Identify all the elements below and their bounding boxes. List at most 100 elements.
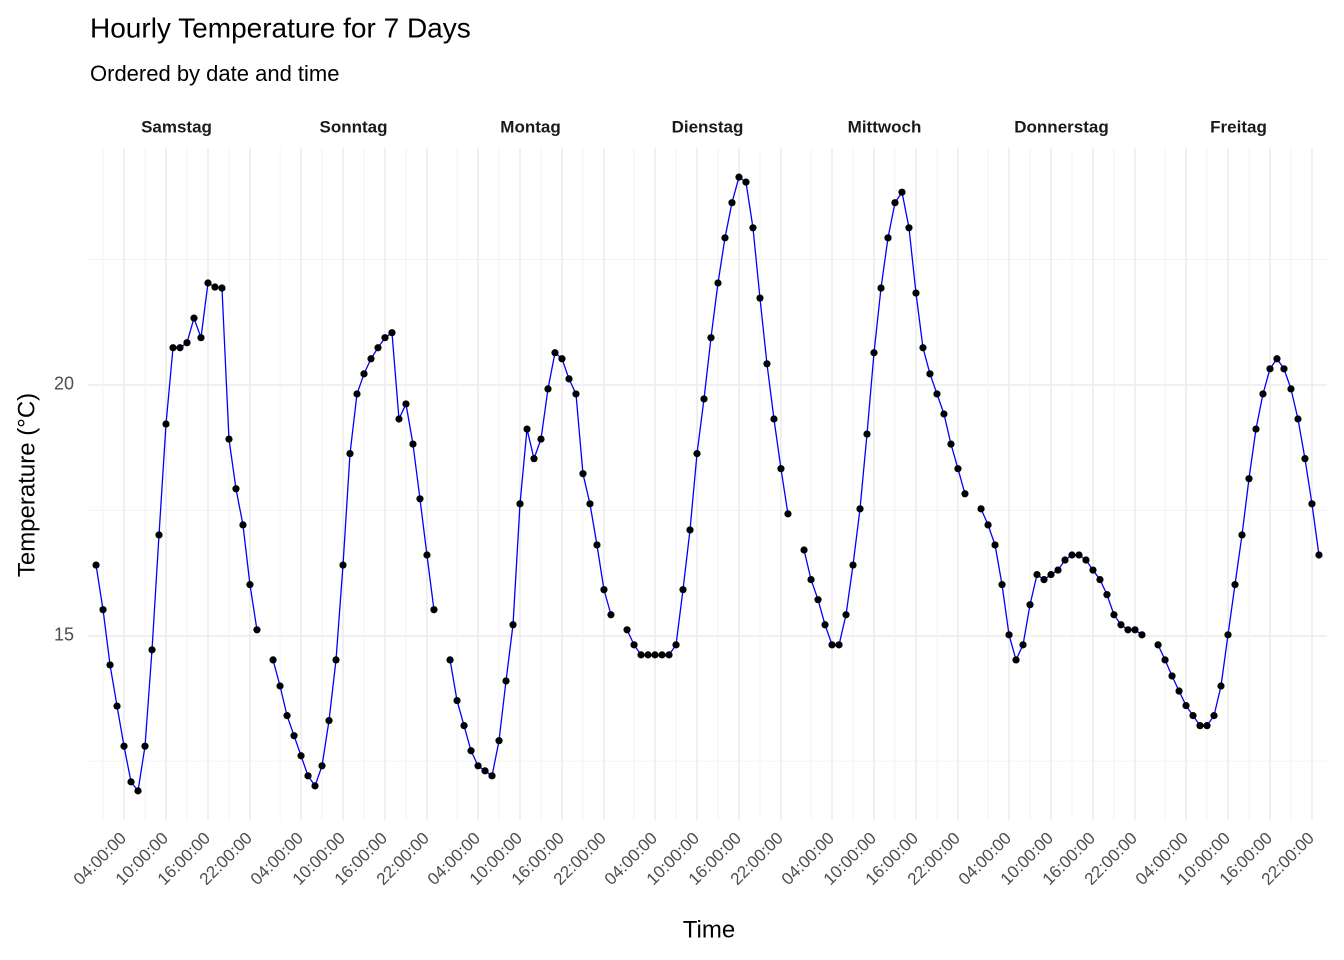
point — [388, 329, 396, 337]
point — [898, 188, 906, 196]
point — [933, 390, 941, 398]
point — [346, 450, 354, 458]
point — [339, 561, 347, 569]
facet-label: Freitag — [1210, 117, 1267, 136]
point — [693, 450, 701, 458]
point — [269, 656, 277, 664]
facet-label: Dienstag — [672, 117, 744, 136]
point — [423, 551, 431, 559]
point — [828, 641, 836, 649]
point — [870, 349, 878, 357]
point — [1161, 656, 1169, 664]
point — [474, 762, 482, 770]
point — [926, 370, 934, 378]
line — [95, 281, 258, 793]
point — [381, 334, 389, 342]
point — [1315, 551, 1323, 559]
point — [183, 339, 191, 347]
point — [1075, 551, 1083, 559]
facet-label: Donnerstag — [1014, 117, 1108, 136]
point — [586, 500, 594, 508]
point — [225, 435, 233, 443]
point — [877, 284, 885, 292]
y-axis-title: Temperature (°C) — [13, 393, 40, 577]
point — [905, 224, 913, 232]
point — [1089, 566, 1097, 574]
point — [1203, 722, 1211, 730]
point — [700, 395, 708, 403]
point — [658, 651, 666, 659]
line — [1157, 357, 1320, 727]
point — [1210, 712, 1218, 720]
point — [311, 782, 319, 790]
point — [516, 500, 524, 508]
point — [453, 696, 461, 705]
point — [120, 742, 128, 750]
point — [1019, 641, 1027, 649]
point — [607, 611, 615, 619]
point — [176, 344, 184, 352]
point — [665, 651, 673, 659]
point — [821, 621, 829, 629]
point — [148, 646, 156, 654]
point — [572, 390, 580, 398]
point — [842, 611, 850, 619]
point — [1266, 365, 1274, 373]
point — [1308, 500, 1316, 508]
facet-label: Sonntag — [320, 117, 388, 136]
point — [1033, 570, 1041, 579]
point — [509, 621, 517, 629]
point — [232, 485, 240, 493]
point — [502, 677, 510, 685]
point — [1189, 712, 1197, 720]
point — [488, 772, 496, 780]
point — [460, 722, 468, 730]
point — [211, 283, 219, 291]
point — [304, 772, 312, 780]
point — [1068, 551, 1076, 559]
point — [1012, 656, 1020, 664]
point — [991, 541, 999, 549]
point — [374, 344, 382, 352]
point — [912, 289, 920, 297]
point — [856, 505, 864, 513]
point — [1040, 576, 1048, 584]
point — [763, 360, 771, 368]
point — [630, 641, 638, 649]
point — [623, 626, 631, 634]
point — [1110, 611, 1118, 619]
x-axis-title: Time — [683, 916, 735, 943]
point — [99, 606, 107, 614]
point — [169, 344, 177, 352]
point — [495, 737, 503, 745]
point — [1224, 631, 1232, 639]
point — [332, 656, 340, 664]
point — [1245, 475, 1253, 483]
point — [1259, 390, 1267, 398]
point — [360, 370, 368, 378]
point — [523, 425, 531, 433]
point — [1138, 631, 1146, 639]
point — [395, 415, 403, 423]
line — [803, 190, 966, 646]
point — [686, 526, 694, 534]
point — [127, 778, 135, 786]
point — [1054, 566, 1062, 574]
point — [579, 470, 587, 478]
point — [1096, 576, 1104, 584]
point — [430, 606, 438, 614]
point — [467, 747, 475, 755]
point — [113, 702, 121, 710]
point — [947, 440, 955, 448]
point — [742, 178, 750, 186]
point — [1287, 385, 1295, 393]
point — [884, 234, 892, 242]
point — [218, 284, 226, 292]
point — [92, 561, 100, 569]
point — [1294, 415, 1302, 423]
point — [644, 651, 652, 659]
point — [593, 541, 601, 549]
point — [416, 495, 424, 503]
point — [1117, 621, 1125, 629]
